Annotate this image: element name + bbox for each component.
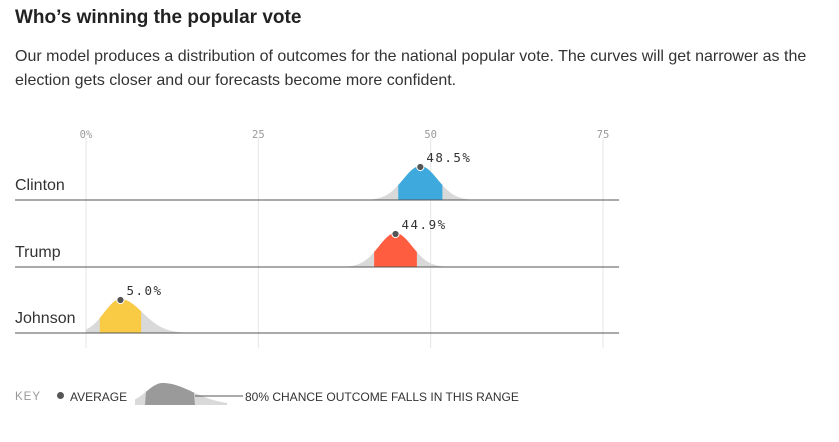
average-dot-trump — [392, 230, 399, 237]
chart-title: Who’s winning the popular vote — [15, 7, 301, 29]
average-value-trump: 44.9% — [402, 217, 447, 232]
average-dot-johnson — [117, 296, 124, 303]
popular-vote-chart: 0% 25 50 75 Clinton 48.5% Trump 44.9% Johnson 5.0… — [0, 110, 640, 360]
average-value-clinton: 48.5% — [426, 150, 471, 165]
x-tick-label-25: 25 — [252, 129, 265, 141]
x-tick-label-75: 75 — [597, 129, 610, 141]
candidate-label-clinton: Clinton — [15, 177, 65, 194]
range-80-johnson — [100, 299, 141, 333]
average-dot-clinton — [417, 163, 424, 170]
key-average-label: AVERAGE — [70, 390, 127, 404]
x-tick-label-0: 0% — [80, 129, 93, 141]
average-value-johnson: 5.0% — [126, 283, 162, 298]
candidate-label-trump: Trump — [15, 244, 61, 261]
chart-description: Our model produces a distribution of out… — [15, 45, 839, 93]
key-title: KEY — [15, 391, 41, 403]
key-range-fill — [145, 383, 195, 405]
key-average-dot — [57, 392, 64, 399]
range-80-trump — [374, 233, 417, 267]
x-tick-label-50: 50 — [424, 129, 437, 141]
key-range-label: 80% CHANCE OUTCOME FALLS IN THIS RANGE — [245, 390, 519, 404]
key-range-swatch — [135, 378, 247, 408]
chart-key: KEY AVERAGE 80% CHANCE OUTCOME FALLS IN … — [15, 378, 815, 418]
range-80-clinton — [398, 166, 442, 200]
candidate-label-johnson: Johnson — [15, 310, 76, 327]
